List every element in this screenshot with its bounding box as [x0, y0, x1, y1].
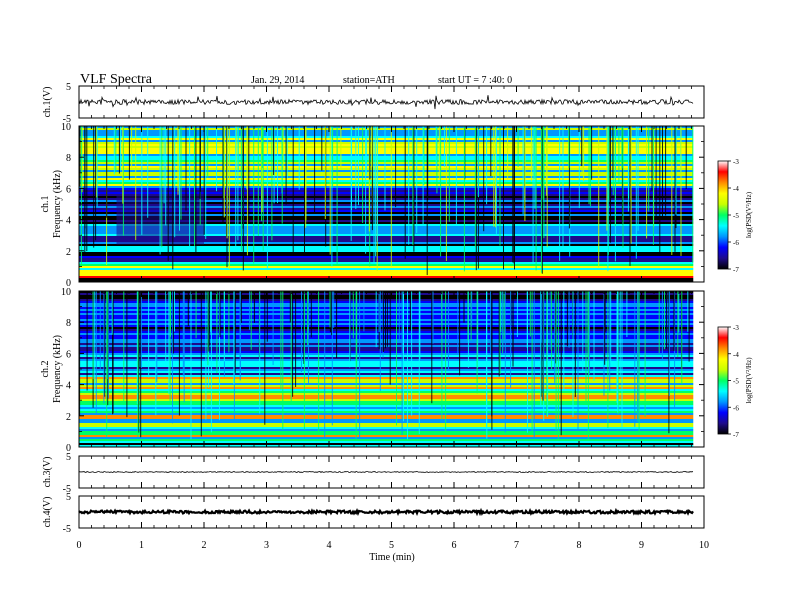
ch1-spectrogram-colorbar: -7 -6 -5 -4 -3 log(PSD(V²/Hz) — [717, 158, 753, 274]
xtick-label: 10 — [699, 540, 709, 551]
ch3-waveform-trace — [78, 470, 694, 474]
ch2-spectrogram-panel: 0 2 4 6 8 10 ch.2 Frequency (kHz) -7 -6 -5 -4 -3 log(… — [40, 287, 753, 454]
ch1-spectrogram-colorbar-label: log(PSD(V²/Hz) — [745, 191, 753, 238]
ch2-spectrogram-image — [79, 291, 694, 447]
ch4-waveform-ylabel: ch.4(V) — [42, 497, 53, 528]
ch1-spectrogram-ytick-label: 8 — [66, 153, 71, 164]
ch1-spectrogram-ylabel: ch.1 — [40, 196, 51, 213]
ch1-spectrogram-colorbar-tick: -6 — [733, 239, 739, 247]
ch1-spectrogram-panel: 0 2 4 6 8 10 ch.1 Frequency (kHz) -7 -6 -5 -4 -3 log(… — [40, 122, 753, 289]
ch1-spectrogram-ytick-label: 6 — [66, 184, 71, 195]
ch2-spectrogram-colorbar-tick: -5 — [733, 378, 739, 386]
ch1-spectrogram-colorbar-tick: -5 — [733, 212, 739, 220]
ch1-waveform-trace — [78, 95, 694, 110]
xtick-label: 9 — [639, 540, 644, 551]
ch3-waveform-panel: 5 -5 ch.3(V) — [42, 452, 705, 495]
ch2-spectrogram-colorbar-tick: -6 — [733, 404, 739, 412]
ch4-waveform-ytick-label: -5 — [63, 524, 71, 535]
xaxis-label: Time (min) — [369, 552, 414, 563]
xtick-label: 0 — [77, 540, 82, 551]
xtick-label: 7 — [514, 540, 519, 551]
ch2-spectrogram-ytick-label: 6 — [66, 349, 71, 360]
ch2-spectrogram-ytick-label: 10 — [61, 287, 71, 298]
xtick-label: 2 — [202, 540, 207, 551]
ch4-waveform-ytick-label: 5 — [66, 492, 71, 503]
xtick-label: 5 — [389, 540, 394, 551]
time-axis: 0 1 2 3 4 5 6 7 8 9 10 Time (min) — [77, 540, 710, 563]
start-time-label: start UT = 7 :40: 0 — [438, 75, 513, 86]
ch2-spectrogram-colorbar-tick: -7 — [733, 431, 739, 439]
ch1-spectrogram-colorbar-tick: -4 — [733, 185, 739, 193]
ch1-waveform-ytick-label: 5 — [66, 82, 71, 93]
ch1-spectrogram-frequency-label: Frequency (kHz) — [52, 170, 63, 238]
ch1-spectrogram-ytick-label: 4 — [66, 216, 71, 227]
ch3-waveform-ytick-label: -5 — [63, 484, 71, 495]
ch4-waveform-panel: 5 -5 ch.4(V) — [42, 492, 705, 535]
ch2-spectrogram-colorbar-label: log(PSD(V²/Hz) — [745, 357, 753, 404]
ch1-waveform-ytick-label: -5 — [63, 114, 71, 125]
ch4-waveform-trace — [78, 507, 694, 517]
ch2-spectrogram-colorbar-tick: -3 — [733, 324, 739, 332]
ch3-waveform-ytick-label: 5 — [66, 452, 71, 463]
ch2-spectrogram-ytick-label: 8 — [66, 318, 71, 329]
xtick-label: 1 — [139, 540, 144, 551]
ch2-spectrogram-colorbar-tick: -4 — [733, 351, 739, 359]
ch3-waveform-ylabel: ch.3(V) — [42, 457, 53, 488]
ch1-spectrogram-ytick-label: 2 — [66, 247, 71, 258]
ch2-spectrogram-ytick-label: 0 — [66, 443, 71, 454]
ch2-spectrogram-ytick-label: 4 — [66, 381, 71, 392]
xtick-label: 6 — [452, 540, 457, 551]
ch1-spectrogram-ytick-label: 0 — [66, 278, 71, 289]
station-label: station=ATH — [343, 75, 395, 86]
xtick-label: 8 — [577, 540, 582, 551]
ch2-spectrogram-frequency-label: Frequency (kHz) — [52, 335, 63, 403]
ch1-spectrogram-colorbar-tick: -7 — [733, 266, 739, 274]
xtick-label: 3 — [264, 540, 269, 551]
ch2-spectrogram-ytick-label: 2 — [66, 412, 71, 423]
ch1-spectrogram-image — [79, 126, 694, 282]
ch1-waveform-panel: 5 -5 ch.1(V) — [42, 82, 705, 125]
ch2-spectrogram-ylabel: ch.2 — [40, 361, 51, 378]
ch2-spectrogram-colorbar: -7 -6 -5 -4 -3 log(PSD(V²/Hz) — [717, 324, 753, 439]
xtick-label: 4 — [327, 540, 332, 551]
ch1-spectrogram-colorbar-tick: -3 — [733, 158, 739, 166]
recording-date: Jan. 29, 2014 — [251, 75, 305, 86]
ch1-spectrogram-ytick-label: 10 — [61, 122, 71, 133]
chart-title: VLF Spectra — [80, 72, 152, 87]
ch1-waveform-ylabel: ch.1(V) — [42, 87, 53, 118]
